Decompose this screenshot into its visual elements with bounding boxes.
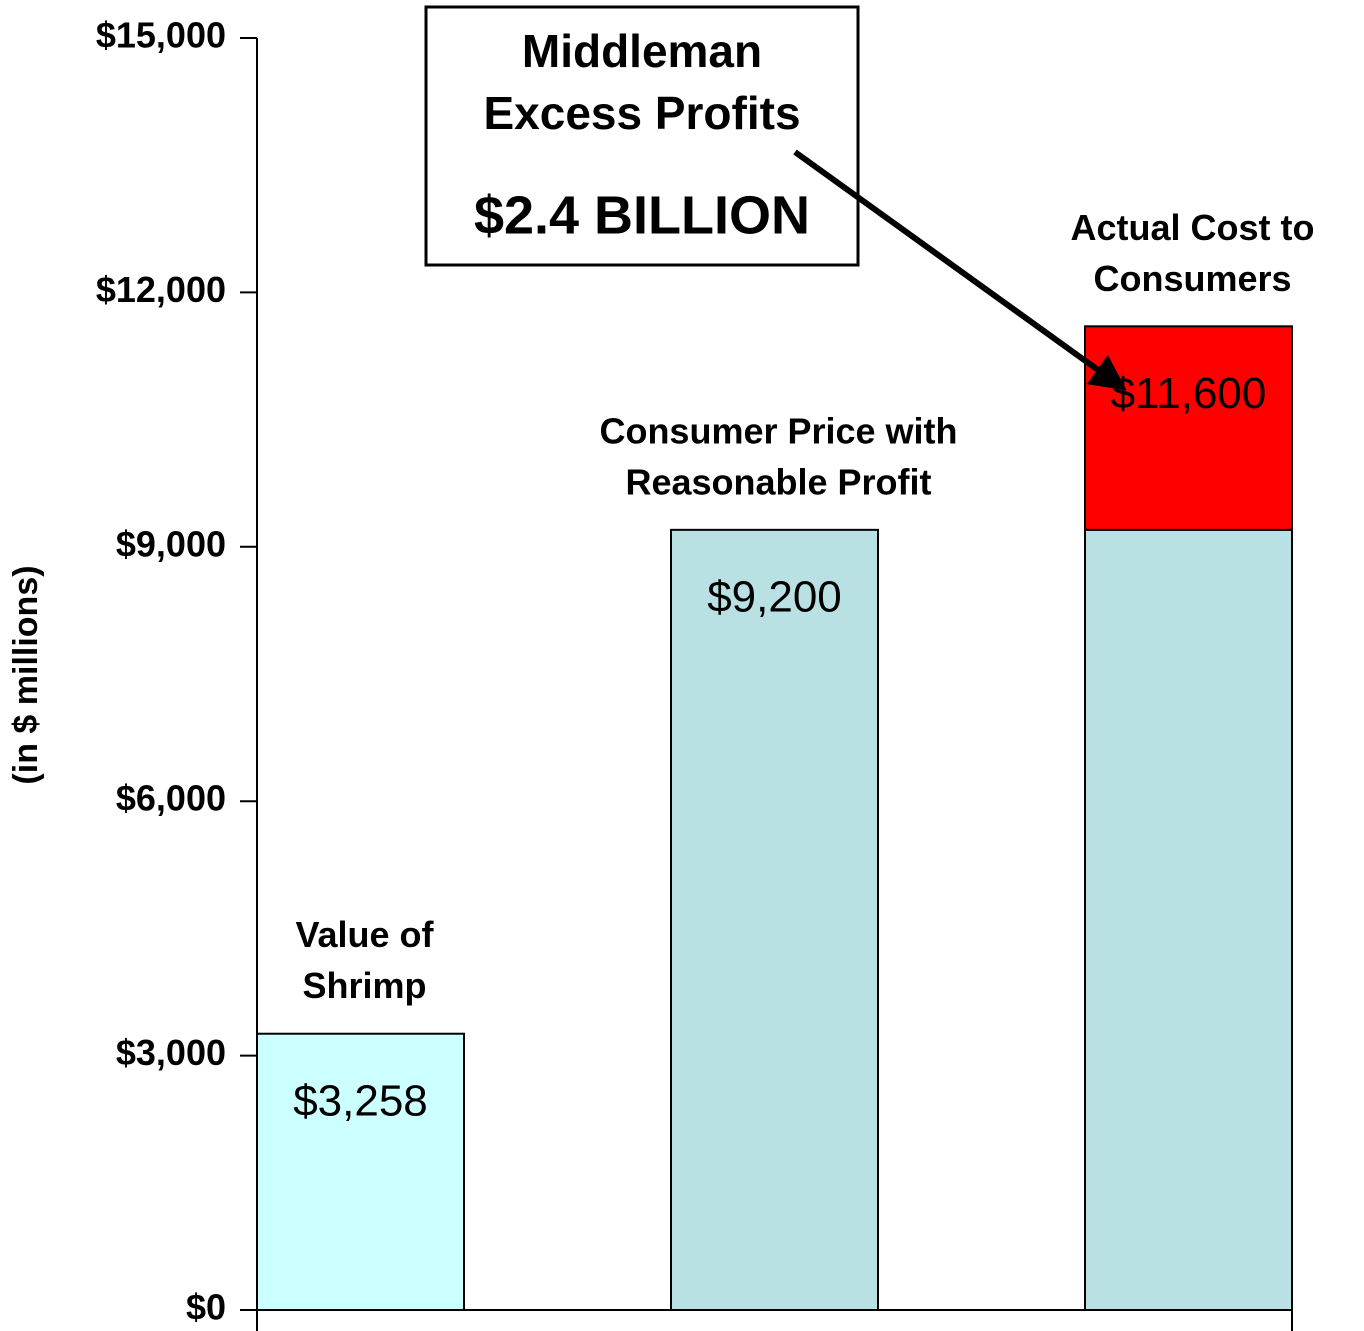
category-label: Actual Cost to <box>1070 207 1314 248</box>
category-label: Consumers <box>1093 258 1291 299</box>
category-label: Shrimp <box>302 965 426 1006</box>
y-axis-label: (in $ millions) <box>7 565 45 784</box>
annotation-arrow <box>793 149 1127 391</box>
category-label: Value of <box>295 914 434 955</box>
annotation-amount: $2.4 BILLION <box>474 185 810 245</box>
category-label: Reasonable Profit <box>625 461 931 502</box>
bar-segment <box>1084 325 1293 531</box>
y-tick-label: $9,000 <box>116 523 226 564</box>
bar-segment <box>1084 528 1293 1311</box>
y-tick-label: $0 <box>186 1287 226 1328</box>
bar-segment <box>670 528 879 1311</box>
value-label: $9,200 <box>707 572 842 621</box>
value-label: $3,258 <box>293 1076 428 1125</box>
annotation: Middleman Excess Profits $2.4 BILLION <box>424 5 1127 391</box>
annotation-box <box>424 5 860 267</box>
category-label: Consumer Price with <box>599 410 957 451</box>
y-tick-label: $6,000 <box>116 778 226 819</box>
value-label: $11,600 <box>1111 369 1267 418</box>
y-tick-label: $3,000 <box>116 1032 226 1073</box>
annotation-line: Excess Profits <box>483 87 800 139</box>
annotation-line: Middleman <box>522 25 762 77</box>
y-tick-label: $12,000 <box>96 269 226 310</box>
bar-segment <box>256 1032 465 1311</box>
y-tick-label: $15,000 <box>96 15 226 56</box>
